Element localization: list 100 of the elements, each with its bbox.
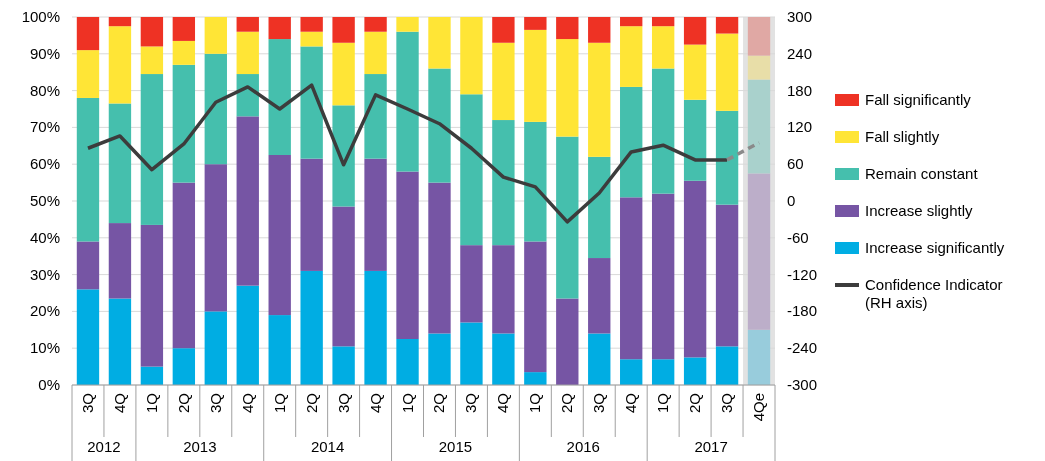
y-tick-label: 100%	[21, 8, 60, 25]
x-tick-label: 4Q	[366, 393, 384, 414]
bar	[172, 17, 196, 41]
bar	[492, 333, 515, 385]
bar	[747, 17, 771, 56]
x-tick-label: 3Q	[206, 393, 224, 414]
bar	[715, 17, 739, 34]
bar	[268, 315, 291, 385]
bar	[524, 372, 547, 385]
x-tick-label: 2Q	[430, 393, 448, 414]
bar	[172, 182, 196, 349]
x-tick-label: 3Q	[334, 393, 352, 414]
bar	[524, 17, 547, 30]
x-tick-label: 4Q	[622, 393, 640, 414]
x-tick-label: 1Q	[526, 393, 544, 414]
bar	[683, 99, 707, 181]
y2-tick-label: 240	[787, 44, 813, 62]
bar	[236, 285, 259, 385]
bar	[172, 40, 196, 65]
bar	[683, 180, 707, 358]
y-tick-label: 40%	[29, 228, 60, 246]
y2-tick-label: -300	[787, 376, 818, 393]
bar	[236, 17, 259, 32]
bar	[300, 158, 323, 271]
x-tick-label: 2Q	[302, 393, 320, 414]
bar	[76, 97, 100, 242]
bar	[747, 173, 771, 330]
text: 2013	[183, 438, 217, 455]
bar	[715, 33, 739, 111]
bar	[556, 136, 579, 299]
bar	[460, 17, 483, 95]
bar	[236, 31, 259, 75]
y-tick-label: 0%	[38, 376, 60, 393]
legend-label: Fall slightly	[865, 128, 940, 145]
bar	[76, 289, 100, 385]
y-tick-label: 70%	[29, 118, 60, 136]
bar	[332, 17, 355, 43]
bar	[492, 17, 515, 43]
bar	[556, 298, 579, 385]
bar	[204, 164, 227, 312]
bar	[140, 17, 164, 47]
y-tick-label: 90%	[29, 44, 60, 62]
bar	[76, 241, 100, 290]
y-tick-label: 30%	[29, 265, 60, 283]
legend-label: Increase significantly	[865, 239, 1005, 256]
bar	[172, 348, 196, 385]
bar	[683, 17, 707, 45]
x-tick-label: 1Q	[142, 393, 160, 414]
bar	[683, 44, 707, 100]
bar	[556, 39, 579, 137]
bar	[268, 39, 291, 155]
bar	[108, 26, 132, 104]
x-tick-label: 2Q	[686, 393, 704, 414]
bar	[204, 17, 227, 54]
bar	[651, 193, 675, 360]
x-tick-label: 4Q	[494, 393, 512, 414]
bar	[140, 366, 164, 385]
bar	[620, 86, 643, 198]
bar	[108, 103, 132, 224]
bar	[588, 156, 611, 259]
bar	[364, 17, 387, 32]
bar	[204, 311, 227, 385]
x-tick-label: 3Q	[590, 393, 608, 414]
bar	[108, 17, 132, 27]
legend-label: Confidence Indicator (RH axis)	[865, 276, 1003, 311]
bar	[588, 258, 611, 334]
bar	[715, 110, 739, 205]
x-tick-label: 3Q	[78, 393, 96, 414]
bar	[460, 94, 483, 246]
bar	[300, 270, 323, 385]
bar	[683, 357, 707, 385]
y2-tick-label: 60	[787, 155, 804, 173]
bar	[588, 333, 611, 385]
x-tick-label: 1Q	[398, 393, 416, 414]
bar	[300, 31, 323, 47]
bar	[428, 68, 451, 183]
bar	[556, 17, 579, 40]
bar	[140, 224, 164, 367]
text: 2015	[438, 438, 473, 455]
bar	[651, 26, 675, 69]
y2-tick-label: 180	[787, 81, 813, 99]
bar	[332, 346, 355, 385]
bar	[747, 79, 771, 174]
y2-tick-label: -240	[787, 339, 818, 357]
bar	[364, 74, 387, 159]
y2-tick-label: 0	[787, 192, 796, 209]
bar	[492, 120, 515, 246]
x-tick-label: 4Q	[110, 393, 128, 414]
bar	[364, 270, 387, 385]
y-tick-label: 80%	[29, 81, 60, 99]
bar	[396, 339, 419, 385]
bar	[396, 17, 419, 32]
y-tick-label: 60%	[29, 155, 60, 173]
legend-label: Remain constant	[865, 165, 979, 182]
x-tick-label: 2Q	[174, 393, 192, 414]
x-tick-label: 2Q	[558, 393, 576, 414]
bar	[747, 55, 771, 80]
bar	[108, 298, 132, 385]
bar	[76, 50, 100, 98]
y-tick-label: 20%	[29, 302, 60, 320]
